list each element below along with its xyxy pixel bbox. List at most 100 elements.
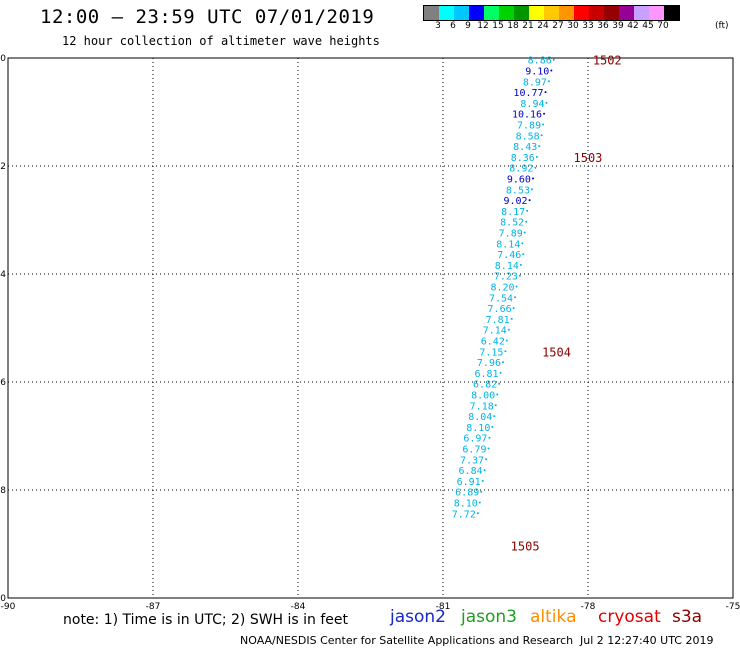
- legend-note: note: 1) Time is in UTC; 2) SWH is in fe…: [63, 612, 349, 628]
- track-point: [550, 69, 553, 72]
- legend-jason3: jason3: [461, 607, 517, 627]
- wave-height-label: 10.16: [512, 110, 542, 121]
- wave-height-label: 8.17: [501, 207, 525, 218]
- color-scale-unit: (ft): [715, 21, 729, 31]
- track-point: [544, 91, 547, 94]
- wave-height-label: 8.94: [520, 99, 544, 110]
- latitude-tick-label: -20: [0, 54, 6, 64]
- track-point: [478, 501, 481, 504]
- color-swatch: [649, 6, 664, 20]
- latitude-tick-label: -26: [0, 378, 6, 388]
- track-point: [531, 188, 533, 191]
- color-scale-tick-label: 33: [582, 21, 594, 31]
- color-scale-tick-label: 42: [627, 21, 639, 31]
- wave-height-label: 10.77: [513, 88, 543, 99]
- pass-time-label: 1502: [593, 54, 622, 68]
- color-swatch: [454, 6, 469, 20]
- track-point: [481, 479, 484, 482]
- color-swatch: [424, 6, 439, 20]
- wave-height-label: 8.36: [511, 153, 535, 164]
- wave-height-label: 6.91: [457, 477, 481, 488]
- wave-height-label: 8.04: [468, 412, 492, 423]
- color-swatch: [484, 6, 499, 20]
- wave-height-label: 6.82: [473, 380, 497, 391]
- color-swatch: [514, 6, 529, 20]
- latitude-tick-label: -28: [0, 486, 6, 496]
- wave-height-label: 6.79: [462, 445, 486, 456]
- wave-height-label: 7.23: [494, 272, 518, 283]
- longitude-tick-label: -81: [436, 602, 451, 612]
- legend-s3a: s3a: [672, 607, 703, 627]
- color-swatch: [439, 6, 454, 20]
- color-scale-tick-label: 45: [642, 21, 654, 31]
- pass-time-label: 1504: [542, 345, 571, 359]
- track-point: [540, 134, 543, 137]
- wave-height-label: 8.20: [490, 283, 514, 294]
- wave-height-label: 7.72: [452, 509, 476, 520]
- color-swatch: [544, 6, 559, 20]
- track-point: [552, 58, 555, 61]
- latitude-tick-label: -24: [0, 270, 6, 280]
- track-point: [480, 490, 483, 493]
- color-swatch: [529, 6, 544, 20]
- color-swatch: [469, 6, 484, 20]
- color-scale-tick-label: 36: [597, 21, 609, 31]
- track-point: [476, 512, 479, 515]
- longitude-tick-label: -87: [146, 602, 161, 612]
- color-swatch: [664, 6, 679, 20]
- track-point: [525, 220, 528, 223]
- track-point: [512, 307, 515, 310]
- track-point: [488, 436, 491, 439]
- wave-height-label: 7.54: [489, 293, 513, 304]
- track-point: [528, 199, 531, 202]
- track-point: [538, 145, 541, 148]
- wave-height-label: 7.18: [470, 401, 494, 412]
- wave-height-label: 8.10: [466, 423, 490, 434]
- track-point: [514, 296, 517, 299]
- footer-timestamp: Jul 2 12:27:40 UTC 2019: [580, 634, 714, 647]
- color-swatch: [634, 6, 649, 20]
- track-point: [515, 285, 518, 288]
- track-point: [534, 166, 537, 169]
- wave-height-label: 7.37: [460, 455, 484, 466]
- color-scale-tick-label: 21: [522, 21, 534, 31]
- wave-height-label: 7.66: [488, 304, 512, 315]
- color-scale-bar: [423, 5, 680, 21]
- track-point: [502, 361, 504, 364]
- track-point: [522, 253, 525, 256]
- track-point: [542, 123, 545, 126]
- wave-height-label: 7.15: [479, 347, 503, 358]
- color-scale-tick-label: 15: [492, 21, 504, 31]
- track-point: [491, 425, 494, 428]
- longitude-tick-label: -84: [291, 602, 306, 612]
- track-point: [483, 469, 486, 472]
- wave-height-label: 7.89: [499, 229, 523, 240]
- wave-height-label: 9.60: [507, 175, 531, 186]
- track-point: [493, 415, 496, 418]
- wave-height-label: 7.89: [517, 121, 541, 132]
- wave-height-label: 8.58: [516, 131, 540, 142]
- wave-height-label: 9.02: [503, 196, 527, 207]
- wave-height-label: 8.53: [506, 185, 530, 196]
- color-scale-tick-label: 39: [612, 21, 624, 31]
- legend-altika: altika: [530, 607, 577, 627]
- track-point: [505, 339, 508, 342]
- latitude-tick-label: -22: [0, 162, 6, 172]
- track-point: [498, 382, 501, 385]
- color-swatch: [574, 6, 589, 20]
- wave-height-label: 8.00: [471, 391, 495, 402]
- latitude-tick-label: -30: [0, 594, 6, 604]
- wave-height-label: 7.81: [486, 315, 510, 326]
- longitude-tick-label: -78: [581, 602, 596, 612]
- track-point: [496, 393, 499, 396]
- legend-cryosat: cryosat: [598, 607, 661, 627]
- track-point: [499, 371, 502, 374]
- wave-height-label: 7.14: [483, 326, 507, 337]
- longitude-tick-label: -75: [726, 602, 740, 612]
- track-point: [543, 112, 546, 115]
- wave-height-label: 7.46: [497, 250, 521, 261]
- wave-height-label: 6.42: [481, 337, 505, 348]
- color-scale-tick-label: 24: [537, 21, 549, 31]
- pass-time-label: 1505: [511, 540, 540, 554]
- color-swatch: [559, 6, 574, 20]
